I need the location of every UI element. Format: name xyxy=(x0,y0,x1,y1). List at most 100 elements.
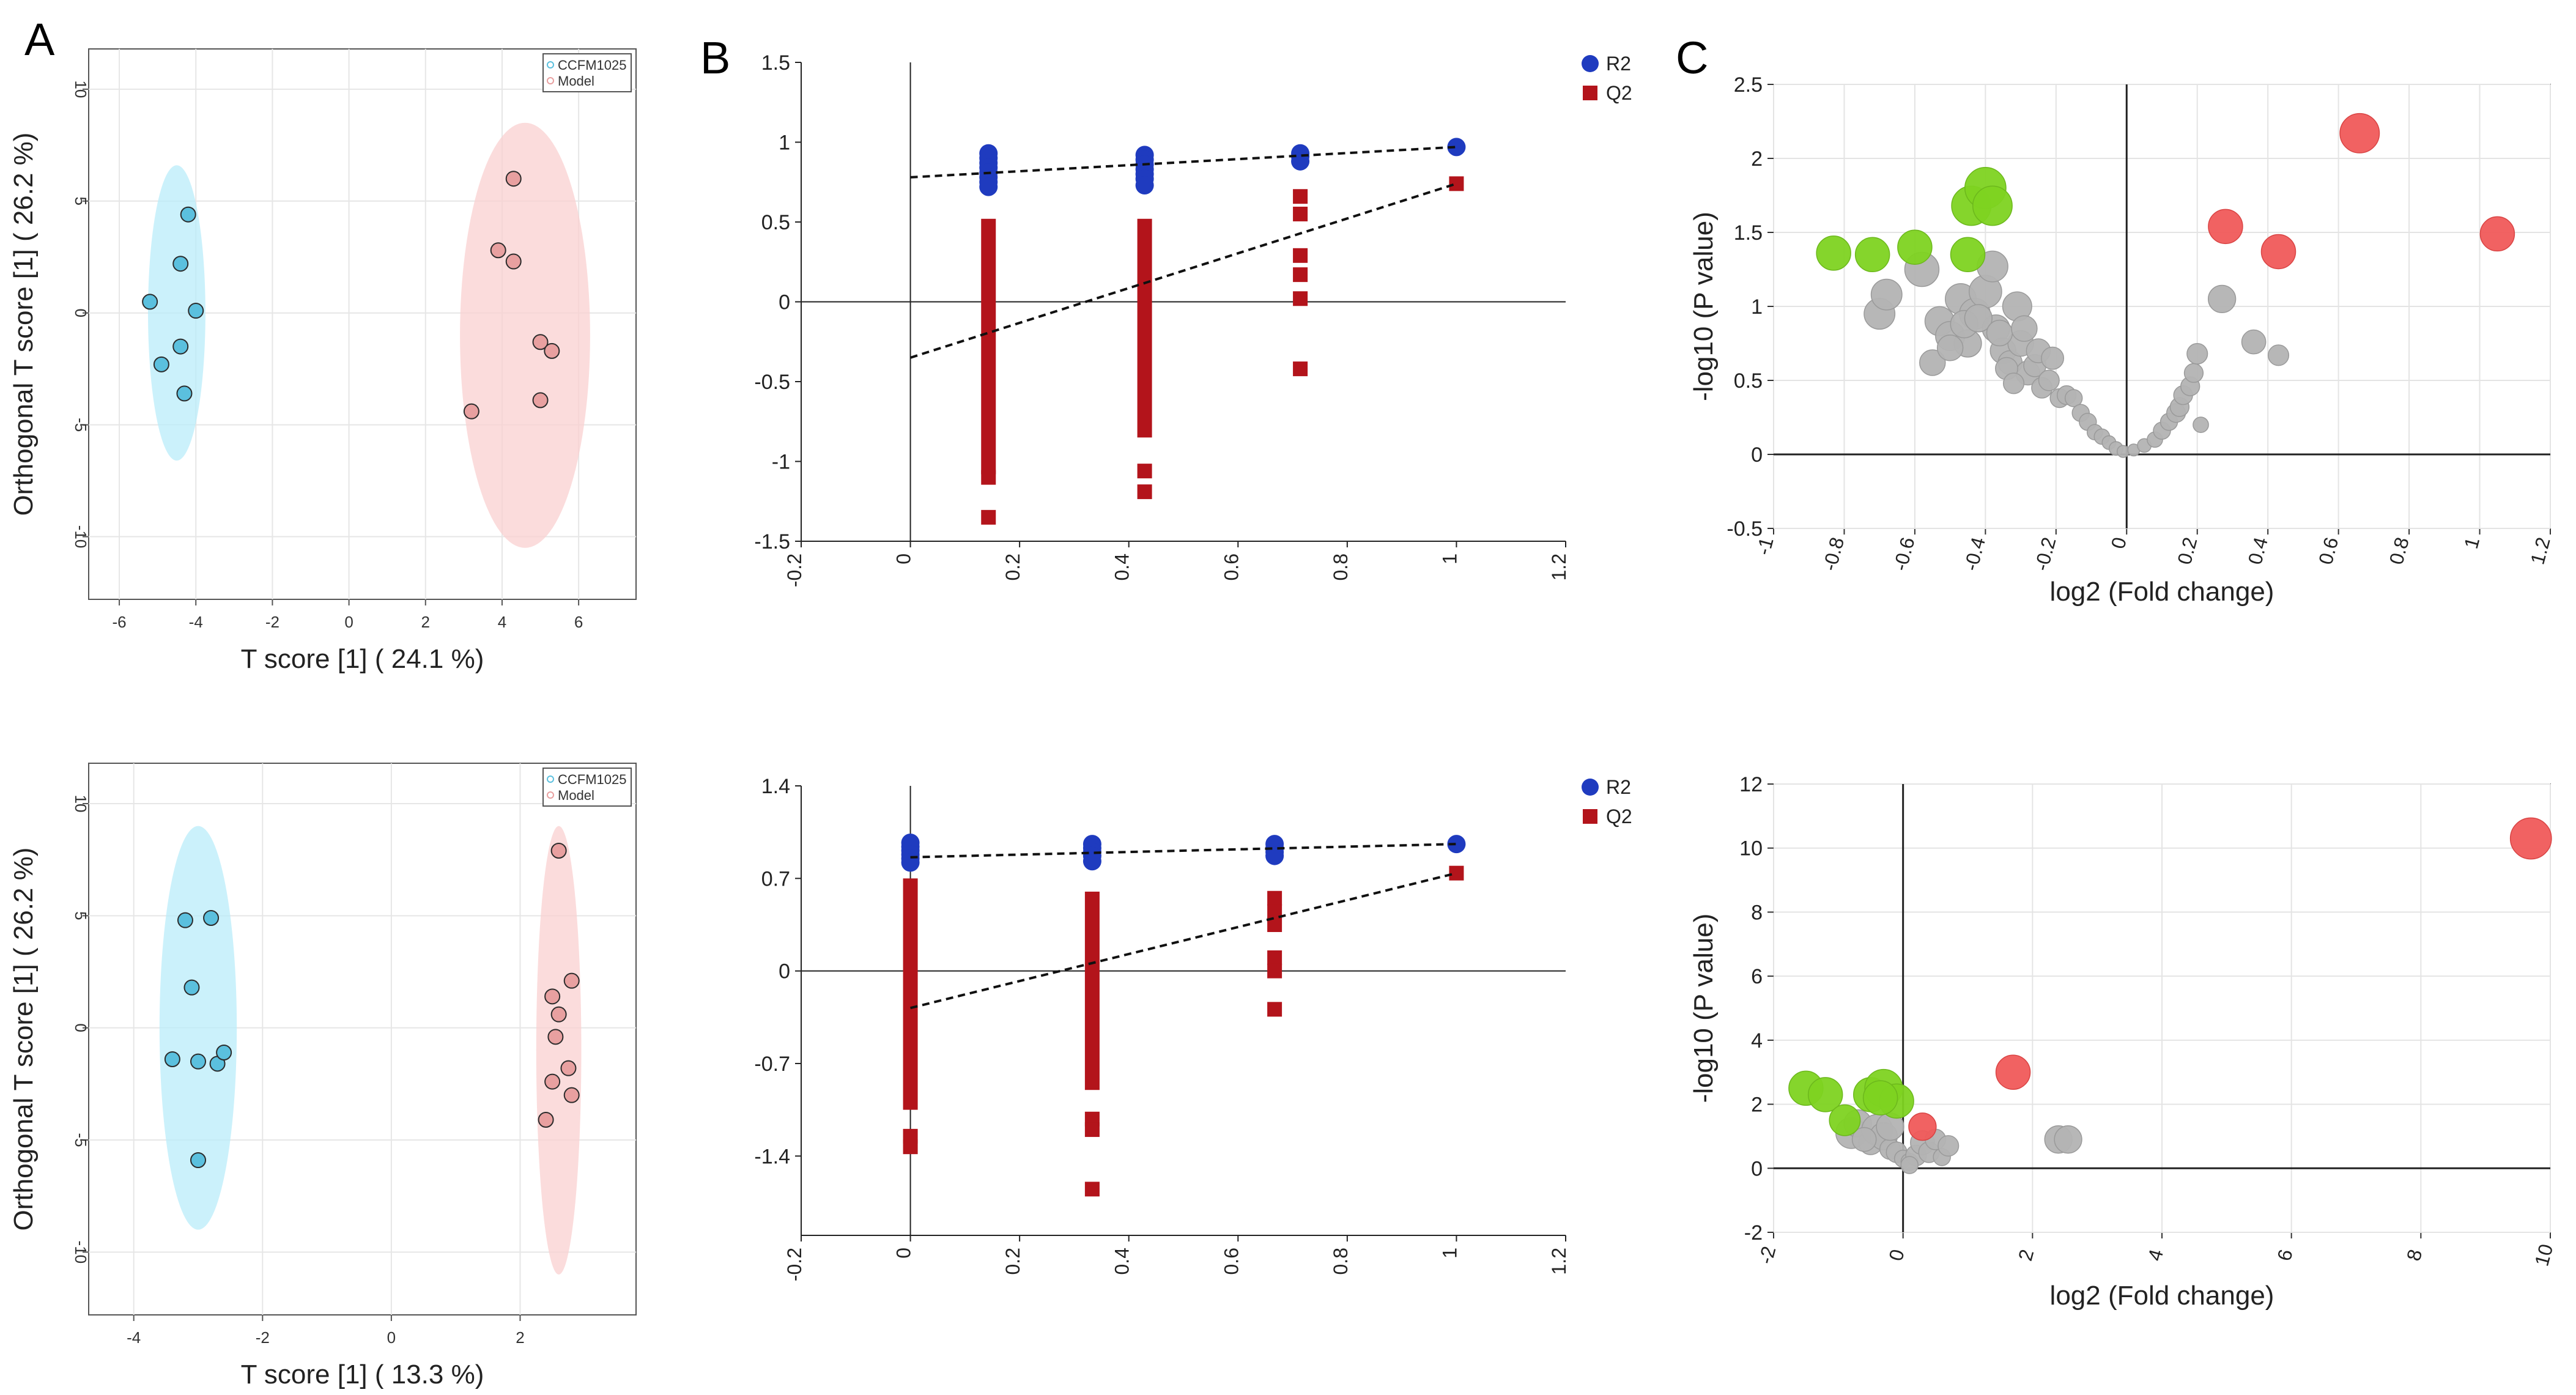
up-regulated-point xyxy=(2208,209,2243,245)
y-tick-label: 10 xyxy=(72,795,90,813)
data-point-ccfm1025 xyxy=(216,1045,232,1060)
x-tick-label: 0 xyxy=(387,1328,396,1347)
y-tick-label: -5 xyxy=(72,418,90,432)
y-tick-label: 5 xyxy=(72,197,90,205)
nonsignificant-point xyxy=(1936,335,1964,361)
data-point-ccfm1025 xyxy=(172,338,189,355)
data-point-model xyxy=(547,1029,564,1045)
confidence-ellipse-ccfm1025 xyxy=(159,826,237,1230)
down-regulated-point xyxy=(1972,185,2013,226)
nonsignificant-point xyxy=(2116,445,2130,458)
x-tick-label: 0.6 xyxy=(1220,553,1242,580)
q2-point xyxy=(1449,176,1464,191)
up-regulated-point xyxy=(2509,817,2552,860)
y-tick-label: 12 xyxy=(1739,773,1763,796)
y-tick-label: -5 xyxy=(72,1133,90,1147)
up-regulated-point xyxy=(1908,1112,1937,1141)
nonsignificant-point xyxy=(2241,329,2267,355)
legend-marker xyxy=(547,61,554,68)
data-point-ccfm1025 xyxy=(172,256,189,272)
q2-point xyxy=(1267,963,1282,979)
data-point-model xyxy=(544,342,560,359)
y-tick-label: 1.5 xyxy=(761,51,790,75)
panel-label-a: A xyxy=(24,14,55,65)
y-tick-label: -1 xyxy=(772,451,790,474)
x-tick-label: 1.2 xyxy=(1548,1248,1570,1275)
x-axis-label: T score [1] ( 13.3 %) xyxy=(241,1360,484,1389)
data-point-ccfm1025 xyxy=(183,979,200,996)
q2-point xyxy=(1267,890,1282,906)
legend-marker-r2 xyxy=(1582,55,1599,72)
q2-point-column xyxy=(903,878,918,1110)
x-axis-label: log2 (Fold change) xyxy=(2050,577,2274,607)
r2-regression-line xyxy=(910,843,1457,859)
data-point-ccfm1025 xyxy=(164,1051,180,1067)
y-tick-label: 1 xyxy=(779,131,790,155)
down-regulated-point xyxy=(1862,1080,1898,1116)
x-tick-label: 1 xyxy=(2460,535,2484,551)
x-tick-label: 2 xyxy=(2014,1247,2038,1264)
x-tick-label: 0 xyxy=(344,613,353,631)
legend-label-q2: Q2 xyxy=(1606,805,1632,827)
data-point-ccfm1025 xyxy=(203,910,220,926)
x-tick-label: 6 xyxy=(2273,1247,2297,1264)
legend-marker xyxy=(547,791,554,799)
x-tick-label: -0.8 xyxy=(1818,535,1848,573)
chart-b1: -1.5 -1 -0.5 0 0.5 1 1.5 -0.2 0 0.2 0.4 0.6 0.8 1 1.2 R… xyxy=(754,51,1632,587)
x-tick-label: 0.4 xyxy=(2244,535,2272,566)
data-point-ccfm1025 xyxy=(190,1053,206,1070)
x-tick-label: 0.2 xyxy=(1002,1248,1024,1275)
y-tick-label: 0 xyxy=(72,308,90,317)
q2-regression-line xyxy=(910,871,1457,1010)
data-point-model xyxy=(550,1006,567,1023)
r2-point xyxy=(1265,846,1284,865)
q2-point xyxy=(1293,291,1308,306)
down-regulated-point xyxy=(1816,235,1851,271)
legend-marker xyxy=(547,775,554,783)
y-axis-label: Orthogonal T score [1] ( 26.2 %) xyxy=(9,133,39,516)
y-axis-label: Orthogonal T score [1] ( 26.2 %) xyxy=(9,848,39,1231)
r2-point xyxy=(1447,835,1466,854)
data-point-model xyxy=(563,1087,580,1103)
x-tick-label: -0.6 xyxy=(1889,535,1919,573)
up-regulated-point xyxy=(2339,113,2380,154)
q2-point-column xyxy=(1084,891,1100,1090)
legend-marker-q2 xyxy=(1583,809,1597,824)
y-tick-label: 2 xyxy=(1751,147,1763,171)
x-tick-label: 0.8 xyxy=(1330,553,1352,580)
x-axis-label: log2 (Fold change) xyxy=(2050,1281,2274,1311)
nonsignificant-point xyxy=(2041,346,2064,370)
x-tick-label: 0.2 xyxy=(2173,535,2201,566)
x-tick-label: 0.2 xyxy=(1002,553,1024,580)
down-regulated-point xyxy=(1897,229,1933,265)
data-point-model xyxy=(563,972,580,989)
x-tick-label: -0.2 xyxy=(783,553,805,587)
legend-marker-r2 xyxy=(1582,779,1599,796)
data-point-ccfm1025 xyxy=(176,385,193,402)
x-tick-label: 0 xyxy=(2107,535,2131,551)
y-tick-label: 2 xyxy=(1751,1093,1763,1117)
x-tick-label: 0.4 xyxy=(1111,1248,1133,1275)
data-point-ccfm1025 xyxy=(142,294,158,310)
data-point-model xyxy=(532,334,549,350)
data-point-model xyxy=(505,253,522,270)
x-tick-label: 2 xyxy=(421,613,430,631)
y-tick-label: 5 xyxy=(72,911,90,920)
legend-label-r2: R2 xyxy=(1606,776,1631,798)
x-tick-label: 4 xyxy=(2144,1247,2167,1264)
x-tick-label: 10 xyxy=(2530,1241,2557,1268)
q2-point xyxy=(1267,1002,1282,1017)
x-tick-label: 0.8 xyxy=(1330,1248,1352,1275)
y-tick-label: -1.4 xyxy=(754,1145,790,1168)
q2-point-column xyxy=(1137,218,1152,438)
x-tick-label: -2 xyxy=(265,613,279,631)
q2-point-column xyxy=(981,218,996,475)
nonsignificant-point xyxy=(2267,344,2290,366)
y-tick-label: 2.5 xyxy=(1734,73,1763,97)
q2-point xyxy=(1293,248,1308,263)
data-point-ccfm1025 xyxy=(190,1152,206,1168)
up-regulated-point xyxy=(2260,234,2297,270)
data-point-model xyxy=(490,242,506,259)
